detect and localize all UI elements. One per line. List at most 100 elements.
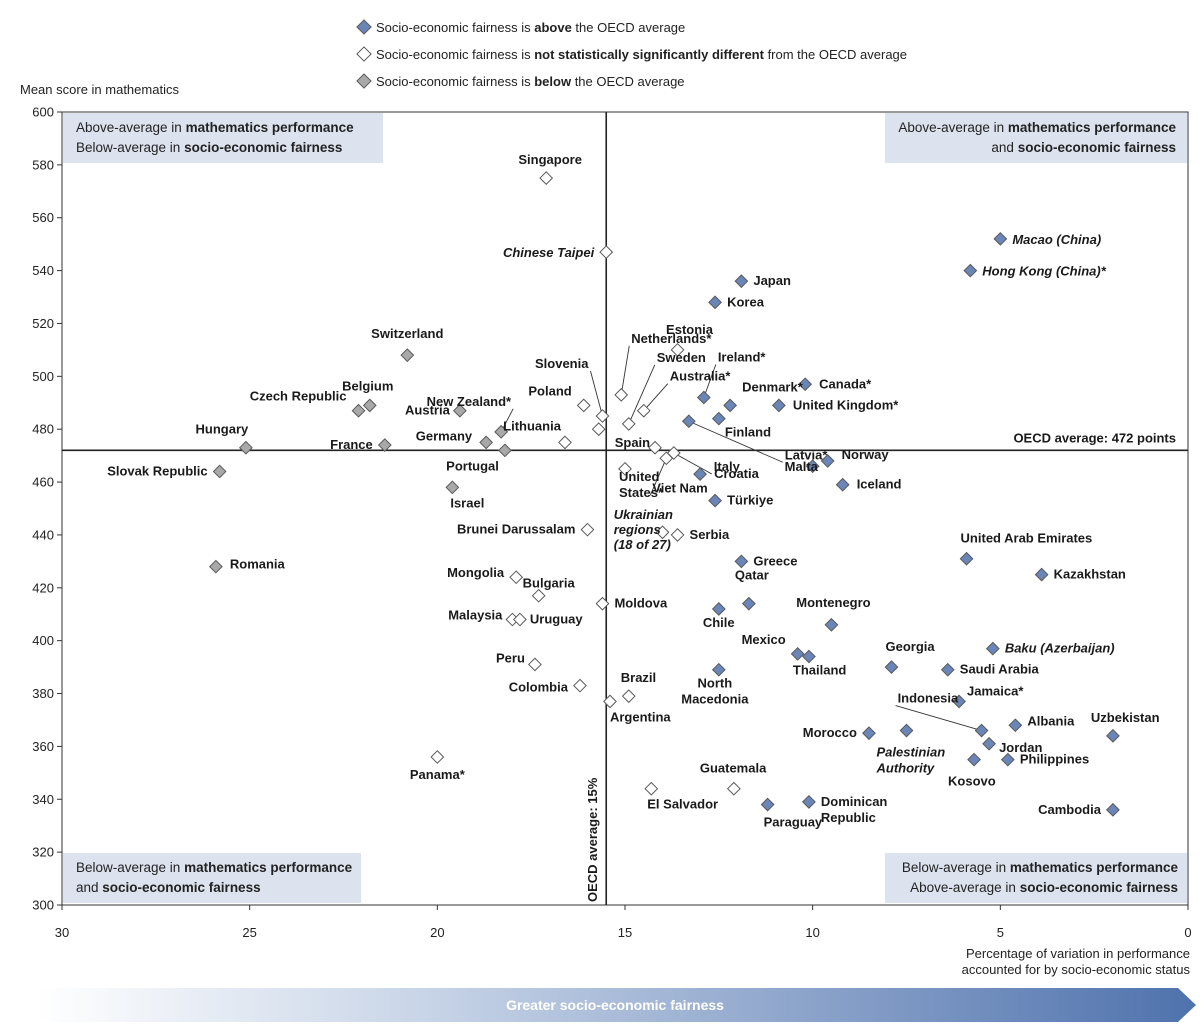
- label-bulgaria: Bulgaria: [523, 576, 576, 591]
- x-tick-label: 5: [997, 925, 1004, 940]
- quadrant-bottom-left-line1: Below-average in mathematics performance: [76, 860, 353, 875]
- quadrant-bottom-left-line2: and socio-economic fairness: [76, 880, 261, 895]
- label-iceland: Iceland: [857, 477, 902, 492]
- label-sweden: Sweden: [657, 350, 706, 365]
- point-morocco: [862, 726, 876, 741]
- x-axis-title-line2: accounted for by socio-economic status: [962, 962, 1191, 977]
- point-brunei-darussalam: [580, 522, 595, 537]
- label-colombia: Colombia: [509, 680, 569, 695]
- label-philippines: Philippines: [1020, 752, 1089, 767]
- point-france: [377, 438, 392, 452]
- label-hong-kong-china: Hong Kong (China)*: [982, 264, 1106, 279]
- point-denmark: [723, 398, 738, 413]
- point-canada: [798, 377, 813, 392]
- connector-latvia: [688, 420, 783, 463]
- label-saudi-arabia: Saudi Arabia: [960, 662, 1040, 677]
- label-jamaica: Jamaica*: [967, 683, 1024, 698]
- y-tick-label: 360: [32, 739, 54, 754]
- point-hong-kong-china: [963, 263, 978, 278]
- label-guatemala: Guatemala: [700, 761, 767, 776]
- x-tick-label: 20: [430, 925, 444, 940]
- point-latvia: [681, 414, 696, 429]
- point-italy: [666, 446, 681, 460]
- y-tick-label: 300: [32, 898, 54, 913]
- point-guatemala: [726, 781, 741, 796]
- y-tick-label: 320: [32, 845, 54, 860]
- connector-ireland: [703, 364, 717, 398]
- data-labels: Singapore Chinese Taipei Netherlands* Swede…: [107, 152, 1159, 829]
- y-tick-label: 340: [32, 792, 54, 807]
- quadrant-top-right-line2: and socio-economic fairness: [991, 140, 1176, 155]
- point-uruguay: [512, 612, 527, 627]
- quadrant-bottom-left-box: [63, 853, 361, 903]
- point-brazil: [621, 689, 636, 704]
- point-united-kingdom: [771, 398, 786, 413]
- point-bulgaria: [531, 588, 546, 603]
- point-cambodia: [1106, 802, 1120, 817]
- label-baku-azerbaijan: Baku (Azerbaijan): [1005, 641, 1115, 656]
- legend-label-below: Socio-economic fairness is below the OEC…: [376, 74, 685, 89]
- label-palestinian-authority: Palestinian Authority: [876, 745, 946, 776]
- label-dominican-republic: Dominican Republic: [821, 794, 888, 825]
- x-tick-label: 10: [805, 925, 819, 940]
- label-denmark: Denmark*: [742, 379, 804, 394]
- point-indonesia: [974, 723, 989, 738]
- label-serbia: Serbia: [690, 527, 731, 542]
- point-ireland: [696, 390, 711, 405]
- point-netherlands: [614, 387, 629, 402]
- label-ukrainian-regions: Ukrainian regions (18 of 27): [614, 507, 673, 552]
- point-estonia: [670, 342, 685, 357]
- label-canada: Canada*: [819, 376, 872, 391]
- point-czech-republic: [351, 403, 366, 418]
- label-spain: Spain: [615, 435, 650, 450]
- connector-australia: [643, 383, 669, 411]
- point-jordan: [982, 736, 996, 751]
- point-croatia: [693, 467, 707, 482]
- label-slovenia: Slovenia: [535, 356, 589, 371]
- label-belgium: Belgium: [342, 378, 393, 393]
- label-germany: Germany: [416, 428, 473, 443]
- label-czech-republic: Czech Republic: [250, 389, 347, 404]
- fairness-arrow-shape: [38, 988, 1196, 1022]
- point-singapore: [539, 171, 554, 185]
- y-tick-label: 400: [32, 633, 54, 648]
- label-united-arab-emirates: United Arab Emirates: [961, 531, 1093, 546]
- label-macao-china: Macao (China): [1012, 232, 1101, 247]
- point-romania: [208, 559, 223, 574]
- label-mongolia: Mongolia: [447, 565, 505, 580]
- x-tick-label: 25: [242, 925, 256, 940]
- legend-item-below: Socio-economic fairness is below the OEC…: [356, 73, 685, 89]
- label-chile: Chile: [703, 615, 735, 630]
- point-united-states: [618, 461, 632, 476]
- point-new-zealand: [494, 424, 509, 439]
- label-netherlands: Netherlands*: [631, 331, 712, 346]
- label-israel: Israel: [450, 495, 484, 510]
- connector-italy: [673, 452, 713, 475]
- point-hungary: [239, 440, 253, 455]
- label-mexico: Mexico: [742, 632, 786, 647]
- connector-viet-nam: [649, 458, 667, 496]
- label-brazil: Brazil: [621, 670, 656, 685]
- label-australia: Australia*: [670, 369, 732, 384]
- x-axis-ticks: 30 25 20 15 10 5 0: [55, 905, 1192, 940]
- label-austria: Austria: [405, 403, 451, 418]
- point-el-salvador: [644, 781, 659, 796]
- label-estonia: Estonia: [666, 322, 714, 337]
- point-qatar: [741, 596, 756, 611]
- label-finland: Finland: [725, 425, 771, 440]
- label-hungary: Hungary: [196, 422, 250, 437]
- quadrant-bottom-right-line2: Above-average in socio-economic fairness: [910, 880, 1178, 895]
- label-connectors: [500, 345, 982, 731]
- label-el-salvador: El Salvador: [647, 797, 718, 812]
- point-georgia: [884, 660, 899, 675]
- point-iceland: [835, 477, 850, 492]
- x-axis-title-line1: Percentage of variation in performance: [966, 946, 1190, 961]
- label-viet-nam: Viet Nam: [652, 480, 707, 495]
- point-australia: [636, 403, 651, 418]
- label-united-kingdom: United Kingdom*: [793, 397, 899, 412]
- y-axis-ticks: 300 320 340 360 380 400 420 440 460 480 500 520 540 5…: [32, 105, 62, 913]
- legend-item-not-significant: Socio-economic fairness is not statistic…: [356, 46, 907, 62]
- legend: Socio-economic fairness is above the OEC…: [356, 19, 907, 89]
- y-tick-label: 600: [32, 105, 54, 120]
- point-slovak-republic: [212, 464, 227, 479]
